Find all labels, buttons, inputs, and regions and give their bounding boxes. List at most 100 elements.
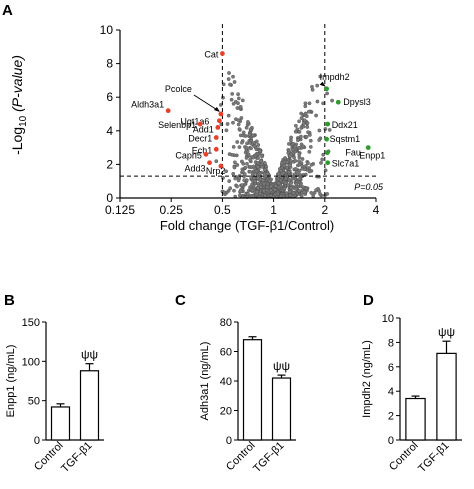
ns-point <box>255 160 260 165</box>
ns-point <box>238 104 243 109</box>
ns-point <box>240 183 244 187</box>
ns-point <box>297 162 302 167</box>
ns-point <box>302 118 307 123</box>
ns-point <box>286 151 291 155</box>
ns-point <box>225 122 230 126</box>
ns-point <box>273 187 277 192</box>
ns-point <box>283 181 288 185</box>
ns-point <box>236 101 240 106</box>
ns-point <box>290 148 295 152</box>
y-title-prefix: -Log <box>9 127 25 155</box>
bar-y-tick-label: 150 <box>22 317 40 329</box>
ns-point <box>236 96 241 101</box>
labeled-point-nrp2 <box>218 163 224 169</box>
ns-point <box>226 113 231 118</box>
bar-0 <box>50 406 71 441</box>
ns-point <box>297 168 302 173</box>
ns-point <box>214 159 219 164</box>
ns-point <box>285 160 290 165</box>
point-label: Add3 <box>184 164 205 174</box>
labeled-point-ugt1a6 <box>216 118 222 124</box>
ns-point <box>246 120 250 124</box>
bar-y-tick-label: 100 <box>22 356 40 368</box>
ns-point <box>263 193 267 198</box>
ns-point <box>236 92 240 97</box>
ns-point <box>269 184 273 189</box>
ns-point <box>299 116 304 120</box>
ns-point <box>255 175 260 180</box>
point-label: Decr1 <box>188 134 212 144</box>
ns-point <box>305 121 310 125</box>
ns-point <box>262 161 267 165</box>
y-title-suffix: (P-value) <box>9 55 25 116</box>
ns-point <box>262 181 266 186</box>
ns-point <box>291 191 296 195</box>
label-arrow-line <box>193 94 220 112</box>
ns-point <box>273 184 278 188</box>
ns-point <box>256 156 260 160</box>
ns-point <box>310 84 314 89</box>
volcano-y-tick-label: 2 <box>106 157 113 171</box>
point-label: Aldh3a1 <box>131 100 164 110</box>
ns-point <box>262 167 267 172</box>
ns-point <box>323 127 328 131</box>
bar-y-tick-label: 0 <box>34 435 40 447</box>
ns-point <box>289 138 293 143</box>
ns-point <box>243 165 248 170</box>
ns-point <box>244 145 249 150</box>
ns-point <box>301 144 306 149</box>
ns-point <box>315 83 320 88</box>
ns-point <box>276 181 281 186</box>
ns-point <box>292 172 297 177</box>
ns-point <box>248 169 253 174</box>
significance-marker: ψψ <box>438 325 455 339</box>
ns-point <box>297 119 301 124</box>
volcano-x-axis-title: Fold change (TGF-β1/Control) <box>160 218 334 233</box>
ns-point <box>231 74 235 79</box>
ns-point <box>235 106 240 110</box>
ns-point <box>311 193 316 198</box>
ns-point <box>268 188 273 193</box>
ns-point <box>318 192 322 196</box>
ns-point <box>240 169 245 174</box>
ns-point <box>259 159 263 163</box>
ns-point <box>248 158 252 162</box>
ns-point <box>300 166 305 171</box>
ns-point <box>321 152 326 157</box>
ns-point <box>317 128 322 133</box>
point-label: Impdh2 <box>320 72 350 82</box>
ns-point <box>308 145 313 149</box>
volcano-y-axis-title: -Log10 (P-value) <box>9 55 29 155</box>
point-label: Capn5 <box>175 150 202 160</box>
labeled-point-cat <box>220 51 225 56</box>
ns-point <box>307 101 312 106</box>
ns-point <box>231 145 236 149</box>
ns-point <box>287 189 292 194</box>
ns-point <box>304 134 309 139</box>
ns-point <box>260 154 264 159</box>
ns-point <box>242 178 247 183</box>
labeled-point-add3 <box>207 160 212 166</box>
ns-point <box>284 191 289 196</box>
ns-point <box>247 132 252 137</box>
ns-point <box>292 155 296 160</box>
ns-point <box>227 71 231 75</box>
ns-point <box>256 186 260 190</box>
ns-point <box>321 101 325 106</box>
ns-point <box>299 134 303 139</box>
volcano-x-tick-label: 0.5 <box>214 203 231 217</box>
significance-marker: ψψ <box>81 348 98 362</box>
labeled-point-decr1 <box>213 135 219 140</box>
point-label: Nrp2 <box>206 166 226 176</box>
ns-point <box>227 179 232 183</box>
labeled-point-slc7a1 <box>325 160 331 166</box>
bar-y-tick-label: 20 <box>220 406 232 418</box>
ns-point <box>259 185 263 189</box>
labeled-point-ddx21 <box>325 121 331 127</box>
ns-point <box>293 144 297 149</box>
ns-point <box>228 186 233 191</box>
volcano-x-tick-label: 1 <box>270 203 277 217</box>
ns-point <box>291 141 295 146</box>
bar-category-label: TGF-β1 <box>251 440 286 475</box>
